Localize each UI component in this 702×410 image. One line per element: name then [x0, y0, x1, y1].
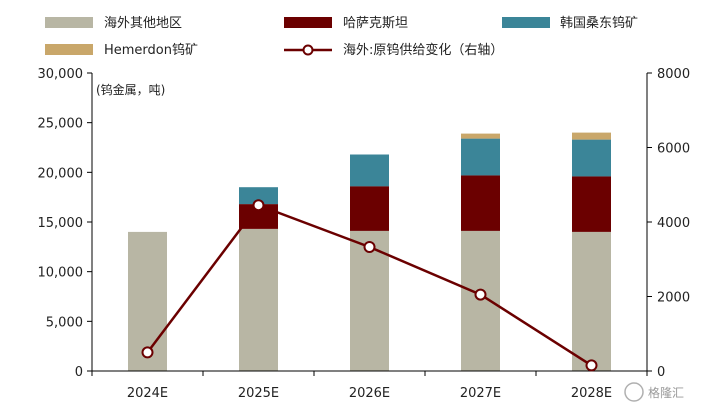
bar-2026E-series-2 [350, 154, 389, 187]
bar-2028E-series-0 [572, 231, 611, 371]
supply-change-point-2028E [585, 359, 598, 372]
x-tick-label: 2028E [571, 386, 612, 401]
supply-change-point-2024E [141, 346, 154, 359]
legend-label-sangdong: 韩国桑东钨矿 [560, 15, 638, 31]
y-axis-unit-label: (钨金属，吨) [96, 82, 165, 97]
legend-swatch-hemerdon [45, 44, 93, 55]
line-layer [141, 199, 598, 372]
watermark-logo-icon [624, 382, 644, 402]
y-tick-label: 25,000 [38, 117, 84, 132]
bar-2028E-series-3 [572, 132, 611, 140]
legend-swatch-kazakhstan [284, 17, 332, 28]
bar-2028E-series-1 [572, 176, 611, 232]
y-tick-label: 30,000 [38, 67, 84, 82]
bar-2028E-series-2 [572, 139, 611, 177]
legend-marker-supply [302, 44, 314, 56]
y-tick-label: 0 [75, 365, 83, 380]
bar-2027E-series-2 [461, 138, 500, 176]
x-tick-label: 2027E [460, 386, 501, 401]
legend-label-supply: 海外:原钨供给变化（右轴） [343, 42, 503, 58]
y-tick-label: 20,000 [38, 166, 84, 181]
legend-swatch-other [45, 17, 93, 28]
legend-swatch-sangdong [502, 17, 550, 28]
y2-tick-label: 4000 [657, 216, 690, 231]
bar-2025E-series-0 [239, 229, 278, 371]
y2-tick-label: 0 [657, 365, 665, 380]
x-tick-label: 2024E [127, 386, 168, 401]
legend-label-kazakhstan: 哈萨克斯坦 [343, 16, 408, 31]
y-tick-label: 5,000 [46, 315, 83, 330]
y2-tick-label: 6000 [657, 142, 690, 157]
supply-change-point-2027E [474, 288, 487, 301]
bar-2025E-series-2 [239, 187, 278, 205]
y-tick-label: 15,000 [38, 216, 84, 231]
legend: 海外其他地区 哈萨克斯坦 韩国桑东钨矿 Hemerdon钨矿 海外:原钨供给变化… [45, 15, 638, 58]
bar-2027E-series-0 [461, 230, 500, 371]
axes: 0 5,000 10,000 15,000 20,000 25,000 30,000 0 200… [38, 67, 691, 401]
bar-2026E-series-1 [350, 186, 389, 231]
supply-change-point-2026E [363, 241, 376, 253]
x-tick-label: 2026E [349, 386, 390, 401]
x-tick-label: 2025E [238, 386, 279, 401]
y2-tick-label: 2000 [657, 291, 690, 306]
bar-2027E-series-3 [461, 133, 500, 139]
y-tick-label: 10,000 [38, 266, 84, 281]
watermark: 格隆汇 [624, 382, 684, 402]
bars [128, 132, 611, 371]
watermark-text: 格隆汇 [648, 385, 684, 400]
legend-label-other: 海外其他地区 [104, 16, 182, 31]
legend-label-hemerdon: Hemerdon钨矿 [104, 42, 198, 58]
supply-change-point-2025E [252, 199, 265, 212]
y2-tick-label: 8000 [657, 67, 690, 82]
bar-2026E-series-0 [350, 230, 389, 371]
bar-2027E-series-1 [461, 175, 500, 231]
